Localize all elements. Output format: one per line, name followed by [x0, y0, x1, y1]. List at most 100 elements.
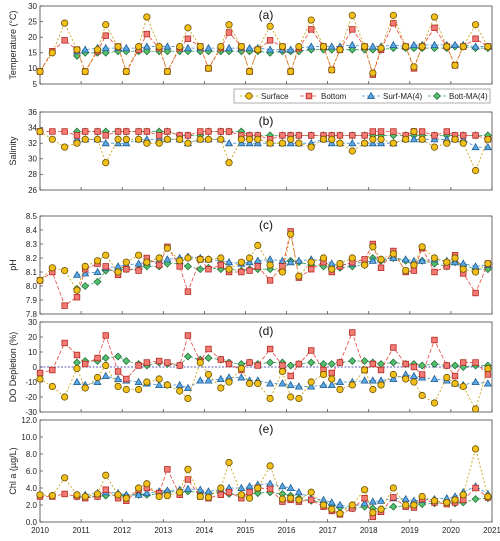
data-point-bottom: [73, 351, 81, 359]
data-point-bottom: [61, 339, 68, 347]
data-point-surface: [163, 67, 171, 76]
data-point-surf-ma-4: [163, 42, 172, 50]
data-point-surf-ma-4: [101, 43, 110, 52]
panel-label: (b): [259, 114, 274, 128]
data-point-surface: [184, 139, 192, 147]
data-point-surface: [196, 255, 204, 263]
data-point-bottom: [336, 359, 344, 366]
data-point-surf-ma-4: [204, 43, 213, 52]
data-point-bottom: [377, 264, 385, 271]
y-tick-label: 30: [28, 2, 37, 11]
data-point-bottom: [61, 37, 68, 44]
data-point-bott-ma-4: [81, 282, 90, 290]
legend-marker-bottom: [305, 92, 313, 100]
data-point-surface: [143, 139, 151, 147]
data-point-surface: [204, 135, 213, 143]
data-point-surf-ma-4: [319, 380, 328, 389]
data-point-surface: [278, 42, 287, 51]
data-point-surface: [48, 492, 56, 500]
data-point-surface: [73, 491, 81, 499]
data-point-surface: [81, 67, 89, 76]
data-point-surf-ma-4: [216, 374, 225, 383]
data-point-bottom: [164, 128, 171, 135]
data-point-surface: [163, 135, 171, 143]
data-point-bottom: [217, 491, 224, 498]
x-tick-label: 2012: [113, 526, 131, 535]
data-point-surface: [61, 474, 69, 482]
data-point-surf-ma-4: [286, 45, 295, 53]
data-point-surf-ma-4: [278, 482, 287, 490]
data-point-surface: [484, 135, 492, 143]
data-point-surface: [295, 496, 303, 504]
data-point-surface: [135, 484, 143, 492]
data-point-surf-ma-4: [409, 135, 419, 143]
data-point-bottom: [225, 489, 233, 496]
data-point-bottom: [102, 263, 109, 270]
data-point-bott-ma-4: [122, 357, 131, 365]
data-point-surface: [237, 364, 245, 373]
y-axis-label: Salinity: [8, 136, 18, 166]
panel-label: (e): [259, 422, 274, 436]
data-point-surface: [402, 42, 410, 51]
data-point-surface: [459, 382, 467, 391]
data-point-surface: [443, 498, 451, 507]
data-point-surf-ma-4: [409, 40, 419, 48]
data-point-bottom: [443, 128, 450, 135]
panel-label: (d): [259, 324, 274, 338]
data-point-bott-ma-4: [451, 361, 459, 370]
y-tick-label: 8.3: [26, 240, 38, 249]
data-point-surf-ma-4: [134, 490, 143, 498]
data-point-surf-ma-4: [430, 40, 439, 48]
data-point-bottom: [135, 128, 142, 135]
data-point-bottom: [217, 356, 224, 363]
x-tick-label: 2019: [401, 526, 419, 535]
data-point-surface: [377, 44, 385, 52]
data-point-surface: [61, 266, 69, 275]
y-axis-label: DO Depletion (%): [8, 332, 18, 403]
data-point-surf-ma-4: [335, 500, 345, 509]
data-point-bottom: [123, 265, 130, 273]
data-point-bottom: [431, 132, 438, 139]
data-point-surf-ma-4: [286, 483, 295, 492]
y-tick-label: 20: [28, 333, 37, 342]
data-point-bottom: [460, 132, 467, 139]
data-point-bott-ma-4: [327, 360, 336, 368]
data-point-bottom: [443, 362, 450, 369]
series-line-surf-ma-4: [76, 138, 488, 148]
y-tick-label: 8.1: [26, 268, 38, 277]
data-point-surface: [245, 67, 254, 76]
data-point-surface: [155, 42, 163, 51]
data-point-surface: [295, 42, 303, 51]
data-point-surface: [48, 264, 56, 272]
data-point-surf-ma-4: [294, 488, 303, 496]
data-point-bott-ma-4: [183, 352, 192, 361]
data-point-bottom: [369, 360, 377, 368]
data-point-bottom: [155, 357, 163, 365]
data-point-bottom: [36, 369, 44, 377]
data-point-bottom: [279, 263, 286, 270]
data-point-surf-ma-4: [307, 382, 316, 390]
data-point-surface: [451, 496, 459, 504]
data-point-surface: [81, 384, 89, 392]
y-tick-label: 8.5: [26, 212, 38, 221]
x-tick-label: 2016: [278, 526, 296, 535]
y-tick-label: -30: [25, 408, 37, 417]
data-point-surface: [245, 494, 254, 502]
data-point-surface: [336, 139, 344, 147]
data-point-surface: [93, 490, 102, 498]
data-point-bottom: [410, 363, 418, 371]
data-point-surf-ma-4: [183, 383, 193, 392]
data-point-surface: [451, 61, 459, 69]
data-point-surface: [61, 393, 69, 401]
data-point-surface: [93, 373, 102, 382]
data-point-surf-ma-4: [471, 377, 480, 386]
data-point-bottom: [307, 132, 315, 139]
data-point-surface: [348, 11, 356, 19]
data-point-surf-ma-4: [196, 485, 205, 493]
data-point-surface: [114, 42, 122, 51]
data-point-bottom: [266, 37, 274, 44]
data-point-surface: [36, 491, 44, 499]
data-point-surface: [254, 379, 262, 388]
y-tick-label: 20: [28, 33, 37, 42]
